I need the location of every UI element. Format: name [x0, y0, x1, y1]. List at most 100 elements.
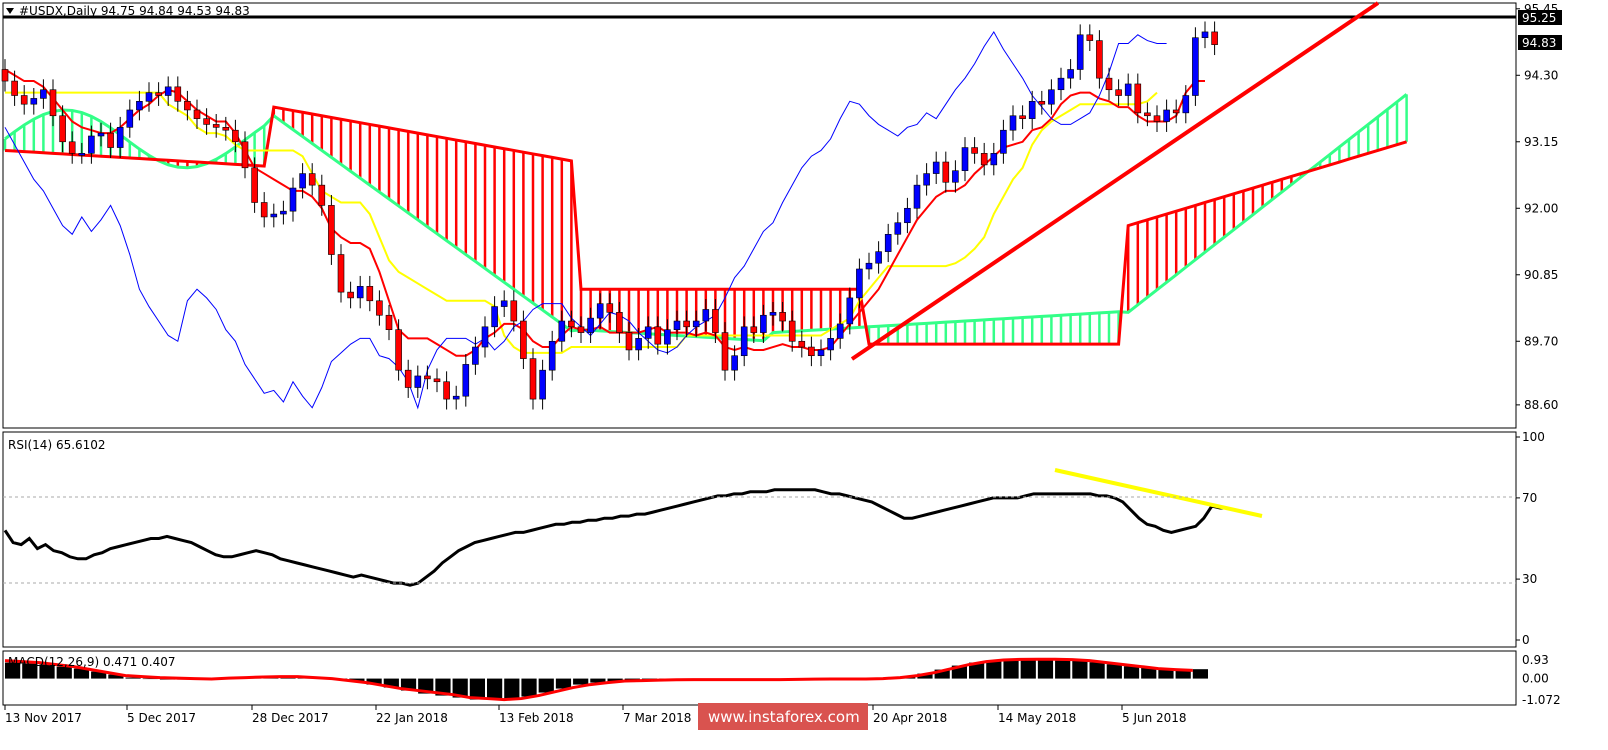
macd-histogram-bar — [91, 671, 107, 679]
chikou-span-line — [4, 30, 1167, 410]
candle-body — [1192, 37, 1199, 96]
candle-body — [1172, 109, 1180, 114]
macd-histogram-bar — [383, 678, 399, 688]
candle-body — [846, 297, 854, 325]
x-tick-label: 14 May 2018 — [998, 711, 1076, 725]
macd-histogram-bar — [1072, 660, 1088, 679]
candle-body — [20, 95, 28, 105]
symbol-header: #USDX,Daily 94.75 94.84 94.53 94.83 — [19, 4, 250, 18]
candle-body — [88, 135, 95, 154]
candle-body — [145, 92, 153, 102]
candle-body — [1000, 129, 1007, 154]
price-candles — [1, 21, 1218, 410]
candle-body — [529, 358, 537, 400]
candle-body — [654, 326, 662, 345]
watermark-box — [698, 703, 868, 730]
candle-body — [270, 213, 278, 218]
candle-body — [472, 346, 479, 365]
candle-body — [1057, 77, 1065, 91]
candle-body — [462, 364, 470, 397]
x-tick-label: 5 Dec 2017 — [127, 711, 196, 725]
x-tick-label: 28 Dec 2017 — [252, 711, 329, 725]
candle-body — [424, 375, 431, 380]
candle-body — [836, 323, 844, 339]
macd-label: MACD(12,26,9) 0.471 0.407 — [8, 655, 175, 669]
candle-body — [692, 320, 700, 328]
price-tick-label: 94.30 — [1524, 68, 1558, 82]
candle-body — [376, 300, 383, 316]
candle-body — [308, 173, 316, 186]
candle-body — [1076, 34, 1084, 70]
candle-body — [116, 127, 124, 148]
macd-histogram-bar — [1141, 667, 1157, 679]
price-tick-label: 88.60 — [1524, 398, 1558, 412]
candle-body — [942, 161, 950, 183]
candle-body — [702, 309, 710, 322]
macd-histogram-bar — [1158, 668, 1174, 679]
macd-histogram-bar — [573, 678, 589, 685]
macd-histogram-bar — [108, 674, 124, 679]
candle-body — [385, 314, 393, 331]
candle-body — [731, 355, 738, 371]
candle-body — [299, 173, 306, 189]
macd-histogram-bar — [22, 663, 38, 679]
x-tick-label: 7 Mar 2018 — [623, 711, 691, 725]
candle-body — [356, 286, 364, 299]
x-axis-labels: 13 Nov 2017 5 Dec 2017 28 Dec 2017 22 Jan 2… — [4, 705, 1187, 725]
candle-body — [1153, 115, 1161, 122]
x-tick-label: 22 Jan 2018 — [376, 711, 448, 725]
candle-body — [155, 92, 162, 96]
macd-signal-line — [4, 657, 1193, 702]
candle-body — [913, 184, 921, 209]
candle-body — [568, 320, 575, 328]
candle-body — [1115, 89, 1122, 96]
macd-tick-label: 0.93 — [1522, 653, 1549, 667]
candle-body — [980, 153, 988, 166]
macd-histogram-bar — [1089, 662, 1105, 679]
macd-histogram-bar — [400, 678, 417, 691]
candle-body — [625, 332, 633, 351]
rsi-tick-label: 30 — [1522, 572, 1537, 586]
macd-histogram-bar — [1037, 660, 1054, 679]
macd-tick-label: 0.00 — [1522, 672, 1549, 686]
candle-body — [241, 141, 249, 169]
candle-body — [136, 100, 143, 111]
price-tick-label: 90.85 — [1524, 268, 1558, 282]
macd-histogram-bar — [1003, 660, 1019, 679]
x-tick-label: 13 Feb 2018 — [499, 711, 574, 725]
ichimoku-cloud — [3, 93, 1408, 346]
candle-body — [616, 312, 623, 333]
candle-body — [673, 320, 681, 331]
candle-body — [961, 147, 969, 171]
price-tick-label: 92.00 — [1524, 201, 1558, 215]
x-tick-label: 13 Nov 2017 — [5, 711, 82, 725]
candle-body — [1038, 100, 1046, 105]
macd-histogram-bar — [39, 664, 55, 679]
candle-body — [539, 369, 546, 400]
macd-histogram-bar — [607, 678, 623, 682]
candle-body — [721, 332, 729, 371]
candle-body — [59, 115, 66, 143]
collapse-arrow-icon[interactable] — [6, 8, 14, 14]
candle-body — [1211, 31, 1218, 45]
candle-body — [347, 291, 354, 299]
candle-body — [107, 132, 114, 148]
candle-body — [1124, 83, 1132, 96]
candle-body — [404, 369, 412, 388]
macd-histogram-bar — [521, 678, 537, 697]
macd-histogram-bar — [73, 668, 90, 679]
candle-body — [318, 184, 326, 206]
macd-histogram-bar — [1106, 664, 1122, 679]
macd-histogram-bar — [969, 662, 985, 679]
macd-histogram-bar — [1055, 660, 1071, 679]
candle-body — [856, 268, 863, 299]
candle-body — [203, 118, 210, 125]
resistance-price-badge — [1518, 10, 1562, 25]
macd-histogram-bar — [555, 678, 572, 689]
candle-body — [1048, 89, 1055, 105]
candle-body — [923, 173, 930, 186]
candle-body — [779, 312, 786, 322]
candle-body — [193, 109, 201, 119]
macd-histogram-bar — [590, 678, 606, 683]
candle-body — [520, 320, 527, 359]
